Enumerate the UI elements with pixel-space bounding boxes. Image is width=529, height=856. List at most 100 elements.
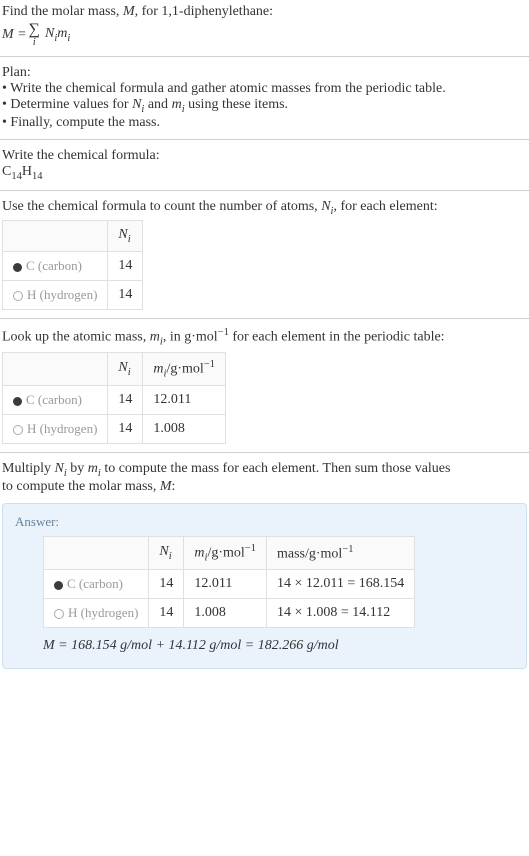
col-N-sym: N [159, 544, 168, 559]
table-row: C (carbon) 14 12.011 [3, 386, 226, 415]
carbon-count: 14 [149, 570, 184, 599]
carbon-mass: 12.011 [143, 386, 226, 415]
col-m-unit: /g·mol [207, 546, 244, 561]
hydrogen-calc: 14 × 1.008 = 14.112 [266, 599, 414, 628]
col-mass-exp: −1 [342, 544, 353, 555]
col-m-exp: −1 [204, 359, 215, 370]
table-row: C (carbon) 14 12.011 14 × 12.011 = 168.1… [44, 570, 415, 599]
carbon-label: C (carbon) [67, 576, 123, 591]
intro-var-M: M [123, 4, 135, 19]
col-m-exp: −1 [245, 543, 256, 554]
col-N: Ni [149, 536, 184, 569]
mult-M: M [160, 479, 172, 494]
multiply-text-2: to compute the molar mass, M: [2, 479, 527, 495]
divider [0, 56, 529, 57]
plan-section: Plan: • Write the chemical formula and g… [0, 61, 529, 135]
col-mass: mass/g·mol−1 [266, 536, 414, 569]
hydrogen-dot-icon [13, 291, 23, 301]
hydrogen-count: 14 [108, 281, 143, 310]
multiply-text: Multiply Ni by mi to compute the mass fo… [2, 461, 527, 479]
table-row: H (hydrogen) 14 1.008 14 × 1.008 = 14.11… [44, 599, 415, 628]
carbon-dot-icon [13, 263, 22, 272]
col-m: mi/g·mol−1 [184, 536, 267, 569]
plan-bullet-1: • Write the chemical formula and gather … [2, 81, 527, 97]
intro-line: Find the molar mass, M, for 1,1-diphenyl… [2, 4, 527, 20]
masses-heading-m: m [150, 330, 160, 345]
empty-header [44, 536, 149, 569]
empty-header [3, 352, 108, 385]
plan-bullet-3: • Finally, compute the mass. [2, 115, 527, 131]
table-row: H (hydrogen) 14 [3, 281, 143, 310]
hydrogen-count: 14 [149, 599, 184, 628]
answer-label: Answer: [15, 514, 514, 530]
carbon-label-cell: C (carbon) [3, 252, 108, 281]
answer-box: Answer: Ni mi/g·mol−1 mass/g·mol−1 C (ca… [2, 503, 527, 669]
carbon-label: C (carbon) [26, 392, 82, 407]
col-m-sym: m [194, 546, 204, 561]
col-N-sym: N [118, 227, 127, 242]
col-m-unit: /g·mol [166, 361, 203, 376]
hydrogen-label-cell: H (hydrogen) [3, 415, 108, 444]
count-section: Use the chemical formula to count the nu… [0, 195, 529, 315]
masses-heading-mid: , in g·mol [163, 330, 218, 345]
table-header-row: Ni [3, 221, 143, 252]
eq-m-sub: i [67, 33, 70, 44]
sigma-icon: ∑ [29, 22, 40, 38]
hydrogen-dot-icon [13, 425, 23, 435]
col-mass-prefix: mass/g·mol [277, 546, 342, 561]
count-heading-N: N [321, 199, 330, 214]
chem-Csub: 14 [11, 171, 22, 182]
hydrogen-count: 14 [108, 415, 143, 444]
carbon-count: 14 [108, 252, 143, 281]
col-m-sym: m [153, 361, 163, 376]
masses-heading: Look up the atomic mass, mi, in g·mol−1 … [2, 327, 527, 347]
answer-final: M = 168.154 g/mol + 14.112 g/mol = 182.2… [43, 638, 514, 654]
hydrogen-dot-icon [54, 609, 64, 619]
molar-mass-equation: M = ∑ i Nimi [2, 22, 527, 48]
table-header-row: Ni mi/g·mol−1 [3, 352, 226, 385]
mult-suffix1: to compute the mass for each element. Th… [101, 461, 451, 476]
hydrogen-label: H (hydrogen) [68, 605, 138, 620]
col-N: Ni [108, 221, 143, 252]
hydrogen-mass: 1.008 [143, 415, 226, 444]
plan-bullet-2: • Determine values for Ni and mi using t… [2, 97, 527, 115]
divider [0, 318, 529, 319]
masses-heading-exp: −1 [218, 327, 229, 338]
col-N-sub: i [169, 551, 172, 562]
carbon-label-cell: C (carbon) [3, 386, 108, 415]
col-N-sym: N [118, 360, 127, 375]
eq-lhs: M = [2, 27, 27, 43]
divider [0, 452, 529, 453]
chem-H: H [22, 164, 32, 179]
chem-Hsub: 14 [32, 171, 43, 182]
hydrogen-label: H (hydrogen) [27, 287, 97, 302]
intro-prefix: Find the molar mass, [2, 4, 123, 19]
hydrogen-label: H (hydrogen) [27, 421, 97, 436]
col-N-sub: i [128, 367, 131, 378]
carbon-label-cell: C (carbon) [44, 570, 149, 599]
count-table: Ni C (carbon) 14 H (hydrogen) 14 [2, 220, 143, 310]
masses-heading-suffix: for each element in the periodic table: [229, 330, 445, 345]
masses-table: Ni mi/g·mol−1 C (carbon) 14 12.011 H (hy… [2, 352, 226, 444]
intro-suffix: , for 1,1-diphenylethane: [135, 4, 273, 19]
answer-table: Ni mi/g·mol−1 mass/g·mol−1 C (carbon) 14… [43, 536, 415, 628]
mult-mid: by [67, 461, 88, 476]
mult-m: m [88, 461, 98, 476]
mult-suffix2: to compute the molar mass, [2, 479, 160, 494]
plan-b2-mid: and [144, 97, 171, 112]
chemical-formula-section: Write the chemical formula: C14H14 [0, 144, 529, 186]
plan-b2-m: m [172, 97, 182, 112]
carbon-calc: 14 × 12.011 = 168.154 [266, 570, 414, 599]
count-heading-prefix: Use the chemical formula to count the nu… [2, 199, 321, 214]
hydrogen-mass: 1.008 [184, 599, 267, 628]
plan-heading: Plan: [2, 65, 527, 81]
divider [0, 139, 529, 140]
count-heading-suffix: , for each element: [333, 199, 437, 214]
mult-prefix: Multiply [2, 461, 55, 476]
count-heading: Use the chemical formula to count the nu… [2, 199, 527, 217]
mult-colon: : [172, 479, 176, 494]
sigma-sub: i [33, 38, 36, 48]
col-m: mi/g·mol−1 [143, 352, 226, 385]
eq-m: m [57, 26, 67, 41]
mult-N: N [55, 461, 64, 476]
